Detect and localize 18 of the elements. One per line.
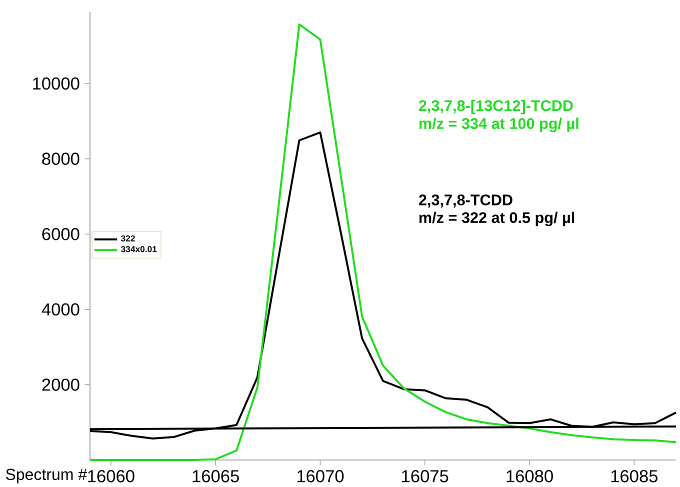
x-tick-label: 16075 <box>402 470 448 482</box>
x-axis-title: Spectrum # <box>6 468 87 484</box>
y-tick-label: 8000 <box>42 152 80 165</box>
x-tick-label: 16070 <box>297 470 344 482</box>
legend-label: 334x0.01 <box>121 246 157 252</box>
y-tick-label: 10000 <box>33 77 80 90</box>
annotation: 2,3,7,8-TCDD <box>418 194 512 208</box>
x-tick-label: 16060 <box>88 470 134 482</box>
annotation: m/z = 322 at 0.5 pg/ µl <box>419 212 574 226</box>
x-tick-label: 16085 <box>611 470 658 482</box>
x-tick-label: 16065 <box>192 470 239 482</box>
annotation: 2,3,7,8-[13C12]-TCDD <box>418 100 573 114</box>
y-tick-label: 2000 <box>42 378 80 391</box>
y-tick-label: 6000 <box>42 228 80 240</box>
annotation: m/z = 334 at 100 pg/ µl <box>419 118 578 132</box>
x-tick-label: 16080 <box>506 470 553 482</box>
legend-label: 322 <box>121 235 135 242</box>
y-tick-label: 4000 <box>42 303 80 316</box>
